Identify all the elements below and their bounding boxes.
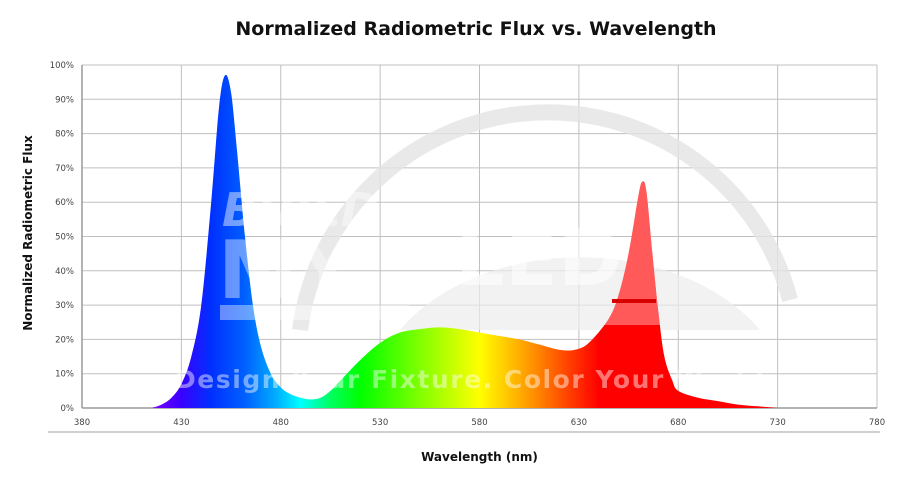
y-tick-label: 90%: [55, 95, 74, 105]
watermark-dome: [400, 257, 760, 330]
watermark-bar: [220, 305, 410, 320]
x-tick-label: 380: [74, 418, 90, 428]
axis-ticks: 0% 10% 20% 30% 40% 50% 60% 70% 80% 90% 100% 380 430 4…: [50, 61, 885, 428]
y-tick-label: 80%: [55, 130, 74, 140]
watermark-led: LED: [455, 214, 623, 304]
chart-title: Normalized Radiometric Flux vs. Waveleng…: [235, 18, 717, 40]
y-tick-label: 50%: [55, 233, 74, 243]
watermark-red-band: [612, 299, 656, 303]
watermark-tagline: Design Your Fixture. Color Your World.: [175, 365, 775, 394]
y-tick-label: 10%: [55, 370, 74, 380]
watermark-build: BUILD: [222, 183, 379, 237]
x-tick-label: 630: [571, 418, 587, 428]
x-tick-label: 530: [372, 418, 388, 428]
watermark-my: MY: [218, 224, 357, 317]
y-tick-label: 40%: [55, 267, 74, 277]
y-tick-label: 20%: [55, 335, 74, 345]
watermark-peak-tint: [604, 181, 660, 325]
x-tick-label: 730: [770, 418, 786, 428]
y-tick-label: 30%: [55, 301, 74, 311]
x-axis-label: Wavelength (nm): [421, 450, 538, 464]
x-tick-label: 680: [670, 418, 686, 428]
watermark-arc: [292, 104, 798, 332]
x-tick-label: 780: [869, 418, 885, 428]
y-tick-label: 60%: [55, 198, 74, 208]
x-tick-label: 580: [471, 418, 487, 428]
watermark-logo: [292, 104, 798, 332]
y-tick-label: 70%: [55, 164, 74, 174]
spectrum-area: [151, 74, 778, 408]
y-tick-label: 0%: [61, 404, 75, 414]
x-tick-label: 480: [273, 418, 289, 428]
y-tick-label: 100%: [50, 61, 74, 71]
x-tick-label: 430: [173, 418, 189, 428]
